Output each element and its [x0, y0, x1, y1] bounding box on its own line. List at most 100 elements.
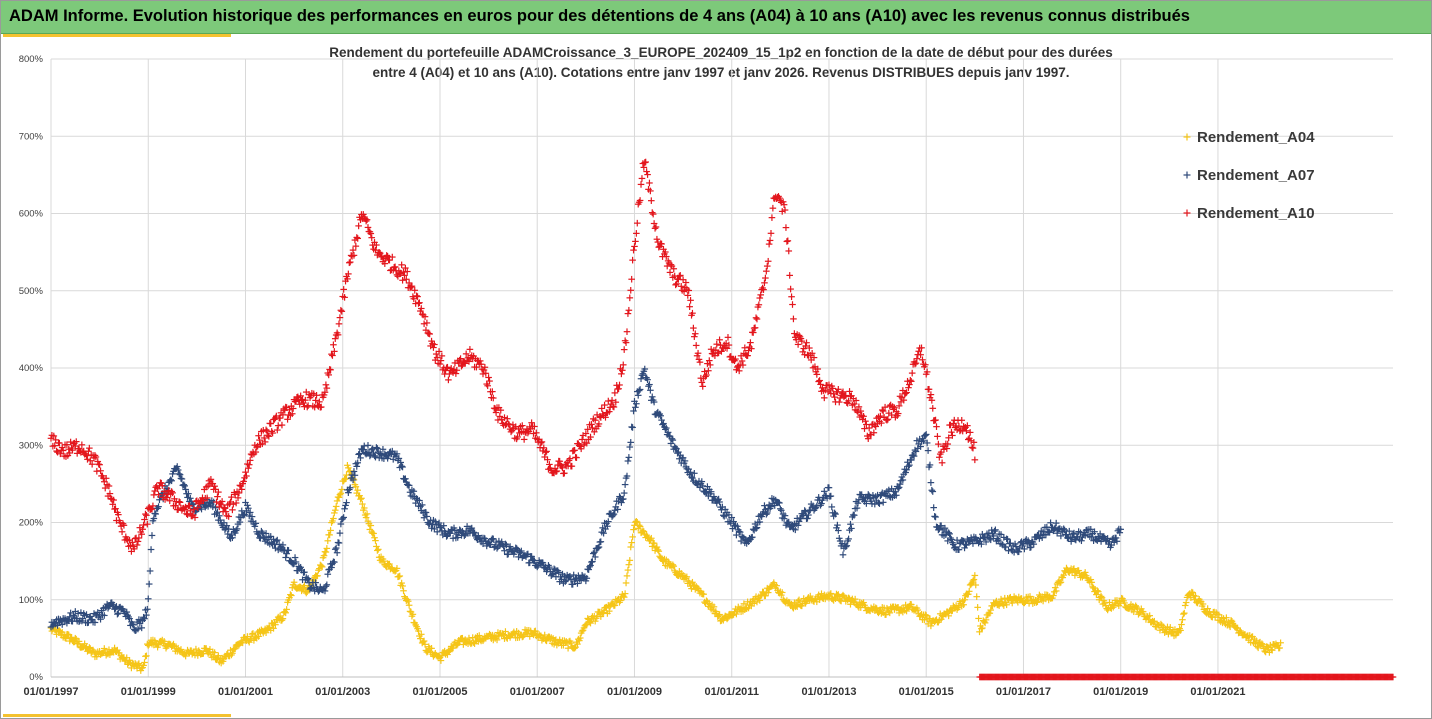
data-point	[710, 603, 718, 611]
data-point	[1033, 599, 1040, 606]
y-tick-label: 300%	[19, 440, 44, 451]
data-point	[973, 593, 981, 600]
data-point	[795, 596, 803, 604]
data-point	[362, 514, 370, 521]
data-point	[461, 531, 469, 538]
data-point	[360, 446, 367, 453]
x-tick-label: 01/01/2015	[899, 686, 954, 698]
data-point	[185, 490, 192, 498]
x-tick-label: 01/01/2013	[801, 686, 856, 698]
data-point	[1192, 592, 1199, 600]
data-point	[343, 499, 350, 506]
data-point	[1258, 640, 1266, 647]
data-point	[397, 459, 405, 466]
data-point	[129, 620, 136, 628]
data-point	[345, 259, 353, 267]
data-point	[460, 532, 468, 540]
data-point	[686, 579, 693, 587]
data-point	[790, 315, 797, 323]
data-point	[788, 600, 795, 608]
data-point	[236, 518, 244, 526]
data-point	[314, 572, 321, 580]
data-point	[486, 630, 493, 638]
data-point	[762, 592, 769, 600]
data-point	[393, 450, 401, 458]
data-point	[624, 566, 632, 574]
data-point	[921, 616, 928, 624]
data-point	[1182, 599, 1190, 606]
data-point	[1008, 599, 1016, 607]
data-point	[492, 633, 500, 641]
data-point	[355, 451, 362, 458]
data-point	[228, 531, 235, 539]
data-point	[567, 639, 575, 647]
x-axis: 01/01/1997 01/01/1999 01/01/2001 01/01/2003…	[23, 676, 1393, 698]
data-point	[405, 601, 413, 609]
data-point	[571, 644, 578, 652]
data-point	[449, 644, 457, 652]
data-point	[342, 475, 349, 483]
data-point	[328, 564, 335, 571]
accent-bar-top	[3, 34, 231, 37]
data-point	[835, 591, 842, 598]
data-point	[74, 610, 82, 617]
data-point	[715, 612, 722, 620]
data-point	[229, 534, 236, 542]
data-point	[433, 528, 441, 536]
data-point	[1089, 583, 1096, 591]
data-point	[156, 496, 163, 504]
data-point	[456, 526, 463, 534]
data-point	[395, 455, 403, 462]
data-point	[272, 621, 279, 628]
data-point	[1051, 584, 1059, 591]
legend-marker	[1183, 209, 1191, 217]
data-point	[323, 581, 331, 589]
data-point	[1267, 641, 1274, 649]
data-point	[644, 171, 651, 178]
data-point	[907, 601, 915, 608]
data-point	[1180, 610, 1187, 618]
data-point	[259, 529, 266, 537]
data-point	[927, 479, 935, 486]
chart-subtitle-line-2: entre 4 (A04) et 10 ans (A10). Cotations…	[372, 65, 1069, 80]
data-point	[475, 632, 483, 639]
data-point	[764, 589, 772, 596]
data-point	[229, 506, 236, 514]
data-point	[921, 611, 929, 619]
data-point	[354, 459, 362, 467]
data-point	[633, 518, 640, 525]
data-point	[249, 630, 257, 637]
legend-label: Rendement_A07	[1197, 167, 1315, 184]
data-point	[767, 230, 775, 237]
data-point	[115, 609, 122, 617]
data-point	[129, 621, 137, 629]
data-point	[648, 209, 656, 216]
data-point	[255, 530, 262, 538]
data-point	[816, 377, 823, 384]
data-point	[342, 502, 349, 509]
data-point	[1139, 608, 1147, 616]
data-point	[103, 649, 111, 657]
data-point	[1189, 589, 1197, 596]
data-point	[634, 392, 642, 399]
data-point	[105, 603, 113, 610]
data-point	[1081, 569, 1089, 576]
data-point	[372, 537, 379, 544]
data-point	[367, 522, 375, 529]
data-point	[618, 370, 625, 378]
data-point	[404, 597, 412, 605]
data-point	[692, 342, 700, 349]
data-point	[312, 579, 319, 586]
y-axis: 0% 100% 200% 300% 400% 500% 600% 700% 800%	[19, 54, 44, 683]
data-point	[437, 523, 445, 531]
data-point	[834, 592, 841, 599]
data-point	[215, 652, 222, 659]
data-point	[146, 567, 154, 575]
data-point	[420, 514, 428, 522]
data-point	[204, 650, 212, 657]
data-point	[964, 590, 972, 598]
y-tick-label: 100%	[19, 595, 44, 606]
data-point	[402, 475, 409, 483]
data-point	[147, 546, 155, 553]
data-point	[961, 596, 968, 604]
